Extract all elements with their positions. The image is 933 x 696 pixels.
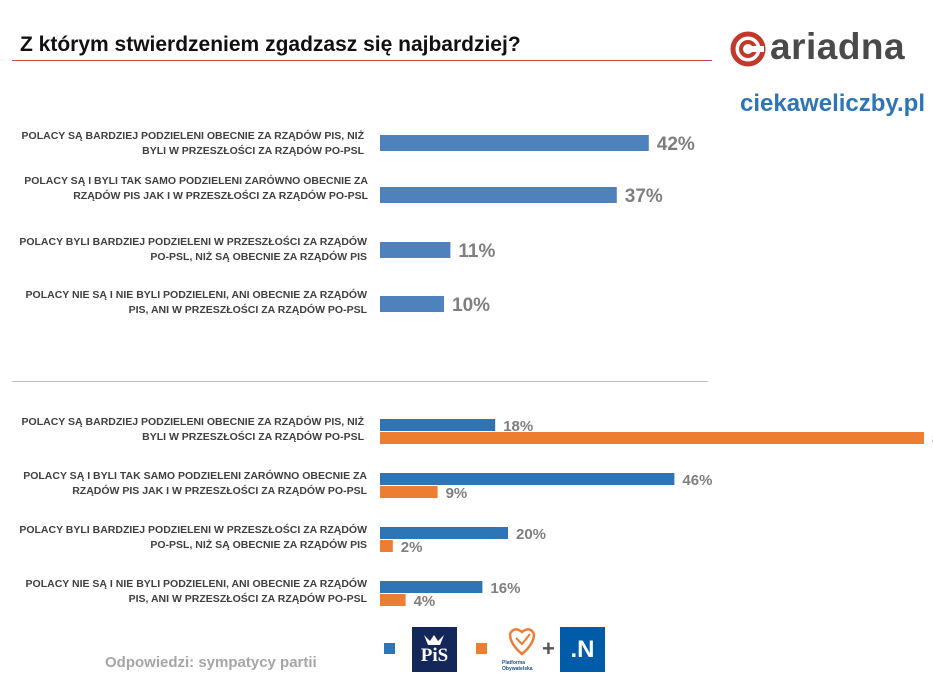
plus-sign: + (542, 636, 555, 661)
po-heart-icon (508, 628, 536, 656)
ariadna-logo: ariadna (728, 26, 933, 76)
chart2-data-label-pis: 16% (490, 580, 520, 597)
chart2-bar-pis (380, 473, 675, 485)
pis-eagle-icon (424, 635, 444, 645)
pis-logo: PiS (412, 627, 457, 672)
chart2-bar-po-n (380, 432, 924, 444)
chart2-bar-po-n (380, 594, 406, 606)
chart2-bar-po-n (380, 486, 438, 498)
chart1-category-label: POLACY SĄ I BYLI TAK SAMO PODZIELENI ZAR… (24, 175, 368, 202)
chart2-bar-pis (380, 527, 508, 539)
chart2-category-label: POLACY NIE SĄ I NIE BYLI PODZIELENI, ANI… (25, 578, 367, 605)
footnote: Odpowiedzi: sympatycy partii (105, 654, 317, 671)
ariadna-mark-icon (730, 31, 766, 67)
chart1-bar (380, 135, 649, 151)
chart1-bar (380, 242, 451, 258)
title-underline (12, 60, 712, 61)
legend-swatch-po-n (476, 643, 487, 654)
section-divider (12, 381, 708, 382)
legend-swatch-pis (384, 643, 395, 654)
chart2-data-label-pis: 18% (503, 418, 533, 435)
nowoczesna-logo: .N (560, 627, 605, 672)
chart1-data-label: 11% (458, 241, 495, 262)
chart2-data-label-po-n: 4% (414, 593, 436, 610)
chart2-bar-pis (380, 419, 496, 431)
chart2-bar-po-n (380, 540, 393, 552)
chart2-data-label-po-n: 9% (446, 485, 468, 502)
chart1-data-label: 37% (625, 186, 663, 207)
chart1-bar (380, 296, 444, 312)
chart1-category-label: POLACY BYLI BARDZIEJ PODZIELENI W PRZESZ… (19, 236, 367, 263)
po-logo: Platforma Obywatelska (500, 624, 546, 674)
po-logo-text: Platforma Obywatelska (502, 660, 533, 672)
chart1-bar (380, 187, 617, 203)
chart2-data-label-pis: 20% (516, 526, 546, 543)
chart2-category-label: POLACY SĄ BARDZIEJ PODZIELENI OBECNIE ZA… (21, 416, 364, 443)
chart2-bar-pis (380, 581, 483, 593)
chart2-category-label: POLACY SĄ I BYLI TAK SAMO PODZIELENI ZAR… (23, 470, 367, 497)
page-title: Z którym stwierdzeniem zgadzasz się najb… (20, 33, 521, 56)
brand-name: ariadna (770, 26, 906, 67)
chart1-data-label: 10% (452, 295, 490, 316)
pis-logo-text: PiS (420, 645, 449, 666)
chart1-category-label: POLACY NIE SĄ I NIE BYLI PODZIELENI, ANI… (25, 289, 367, 316)
site-link[interactable]: ciekaweliczby.pl (740, 90, 925, 117)
chart1-data-label: 42% (657, 134, 695, 155)
chart2-data-label-po-n: 2% (401, 539, 423, 556)
chart2-category-label: POLACY BYLI BARDZIEJ PODZIELENI W PRZESZ… (19, 524, 367, 551)
chart2-data-label-pis: 46% (682, 472, 712, 489)
chart1-category-label: POLACY SĄ BARDZIEJ PODZIELENI OBECNIE ZA… (21, 130, 364, 157)
